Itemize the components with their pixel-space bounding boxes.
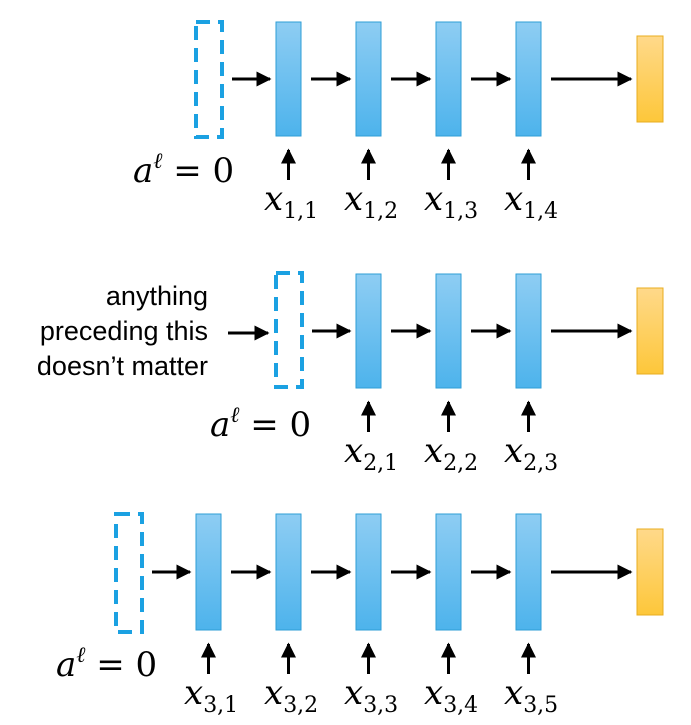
input-label: x3,1 [184, 673, 238, 718]
note-text: anything preceding this doesn’t matter [37, 281, 208, 381]
input-label: x2,1 [344, 431, 398, 476]
rnn-row-3: aℓ = 0 x3,1 x3,2 x3,3 x3,4 x3,5 [56, 512, 664, 718]
input-label: x2,3 [504, 431, 558, 476]
rnn-cell [355, 273, 382, 389]
input-label: x3,4 [424, 673, 478, 718]
input-label: x1,2 [344, 179, 398, 224]
note-line: doesn’t matter [37, 351, 208, 381]
output-box [636, 528, 664, 616]
rnn-cell [515, 273, 542, 389]
initial-state-box [114, 512, 144, 634]
note-line: preceding this [40, 316, 208, 346]
rnn-cell [355, 21, 382, 137]
input-label: x2,2 [424, 431, 478, 476]
output-box [636, 35, 664, 123]
rnn-cell [515, 21, 542, 137]
input-label: x1,1 [264, 179, 318, 224]
note-line: anything [106, 281, 208, 311]
rnn-cell [275, 513, 302, 631]
rnn-cell [275, 21, 302, 137]
initial-state-box [274, 271, 304, 389]
rnn-row-1: aℓ = 0 x1,1 x1,2 x1,3 x1,4 [133, 20, 664, 224]
initial-state-box [194, 20, 224, 139]
input-label: x3,5 [504, 673, 558, 718]
rnn-cell [435, 513, 462, 631]
input-label: x3,3 [344, 673, 398, 718]
rnn-cell [355, 513, 382, 631]
rnn-cell [195, 513, 222, 631]
output-box [636, 287, 664, 375]
initial-state-label: aℓ = 0 [210, 403, 311, 445]
input-label: x1,3 [424, 179, 478, 224]
rnn-cell [515, 513, 542, 631]
rnn-cell [435, 21, 462, 137]
input-label: x1,4 [504, 179, 558, 224]
initial-state-label: aℓ = 0 [133, 149, 234, 191]
rnn-row-2: aℓ = 0 anything preceding this doesn’t matt… [37, 271, 664, 476]
initial-state-label: aℓ = 0 [56, 643, 157, 685]
input-label: x3,2 [264, 673, 318, 718]
rnn-cell [435, 273, 462, 389]
